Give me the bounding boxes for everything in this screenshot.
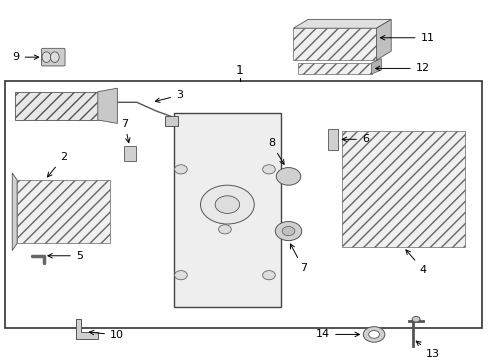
Bar <box>15 92 98 120</box>
Circle shape <box>174 271 187 280</box>
Circle shape <box>218 225 231 234</box>
Bar <box>293 28 376 60</box>
Text: 3: 3 <box>155 90 183 103</box>
Polygon shape <box>98 88 117 123</box>
FancyBboxPatch shape <box>41 48 65 66</box>
Polygon shape <box>76 319 98 339</box>
Text: 6: 6 <box>342 134 368 144</box>
Text: 2: 2 <box>47 152 67 177</box>
Circle shape <box>262 165 275 174</box>
Text: 7: 7 <box>121 119 130 143</box>
Bar <box>165 116 177 126</box>
Text: 13: 13 <box>415 341 439 359</box>
Circle shape <box>200 185 254 224</box>
Text: 12: 12 <box>375 63 429 73</box>
Text: 8: 8 <box>267 138 284 164</box>
Text: 11: 11 <box>380 33 434 43</box>
Circle shape <box>215 196 239 213</box>
Polygon shape <box>376 19 390 60</box>
Circle shape <box>368 330 379 338</box>
Circle shape <box>411 316 419 322</box>
Circle shape <box>174 165 187 174</box>
Bar <box>173 113 281 307</box>
Text: 5: 5 <box>48 251 82 261</box>
Text: 4: 4 <box>405 250 426 275</box>
Polygon shape <box>12 173 17 251</box>
Bar <box>342 131 464 247</box>
Polygon shape <box>371 59 381 74</box>
Text: 10: 10 <box>89 330 124 340</box>
Text: 9: 9 <box>12 52 39 62</box>
Ellipse shape <box>50 52 59 62</box>
Text: 7: 7 <box>290 244 306 273</box>
Bar <box>123 147 136 161</box>
Ellipse shape <box>42 52 51 62</box>
Circle shape <box>282 226 294 236</box>
Circle shape <box>275 221 301 240</box>
Circle shape <box>276 167 300 185</box>
Text: 14: 14 <box>315 329 359 339</box>
Bar <box>17 180 110 243</box>
Text: 1: 1 <box>235 64 243 77</box>
Bar <box>5 81 481 328</box>
Bar <box>327 129 338 150</box>
Polygon shape <box>293 19 390 28</box>
Circle shape <box>363 327 384 342</box>
Circle shape <box>262 271 275 280</box>
Bar <box>298 63 371 74</box>
